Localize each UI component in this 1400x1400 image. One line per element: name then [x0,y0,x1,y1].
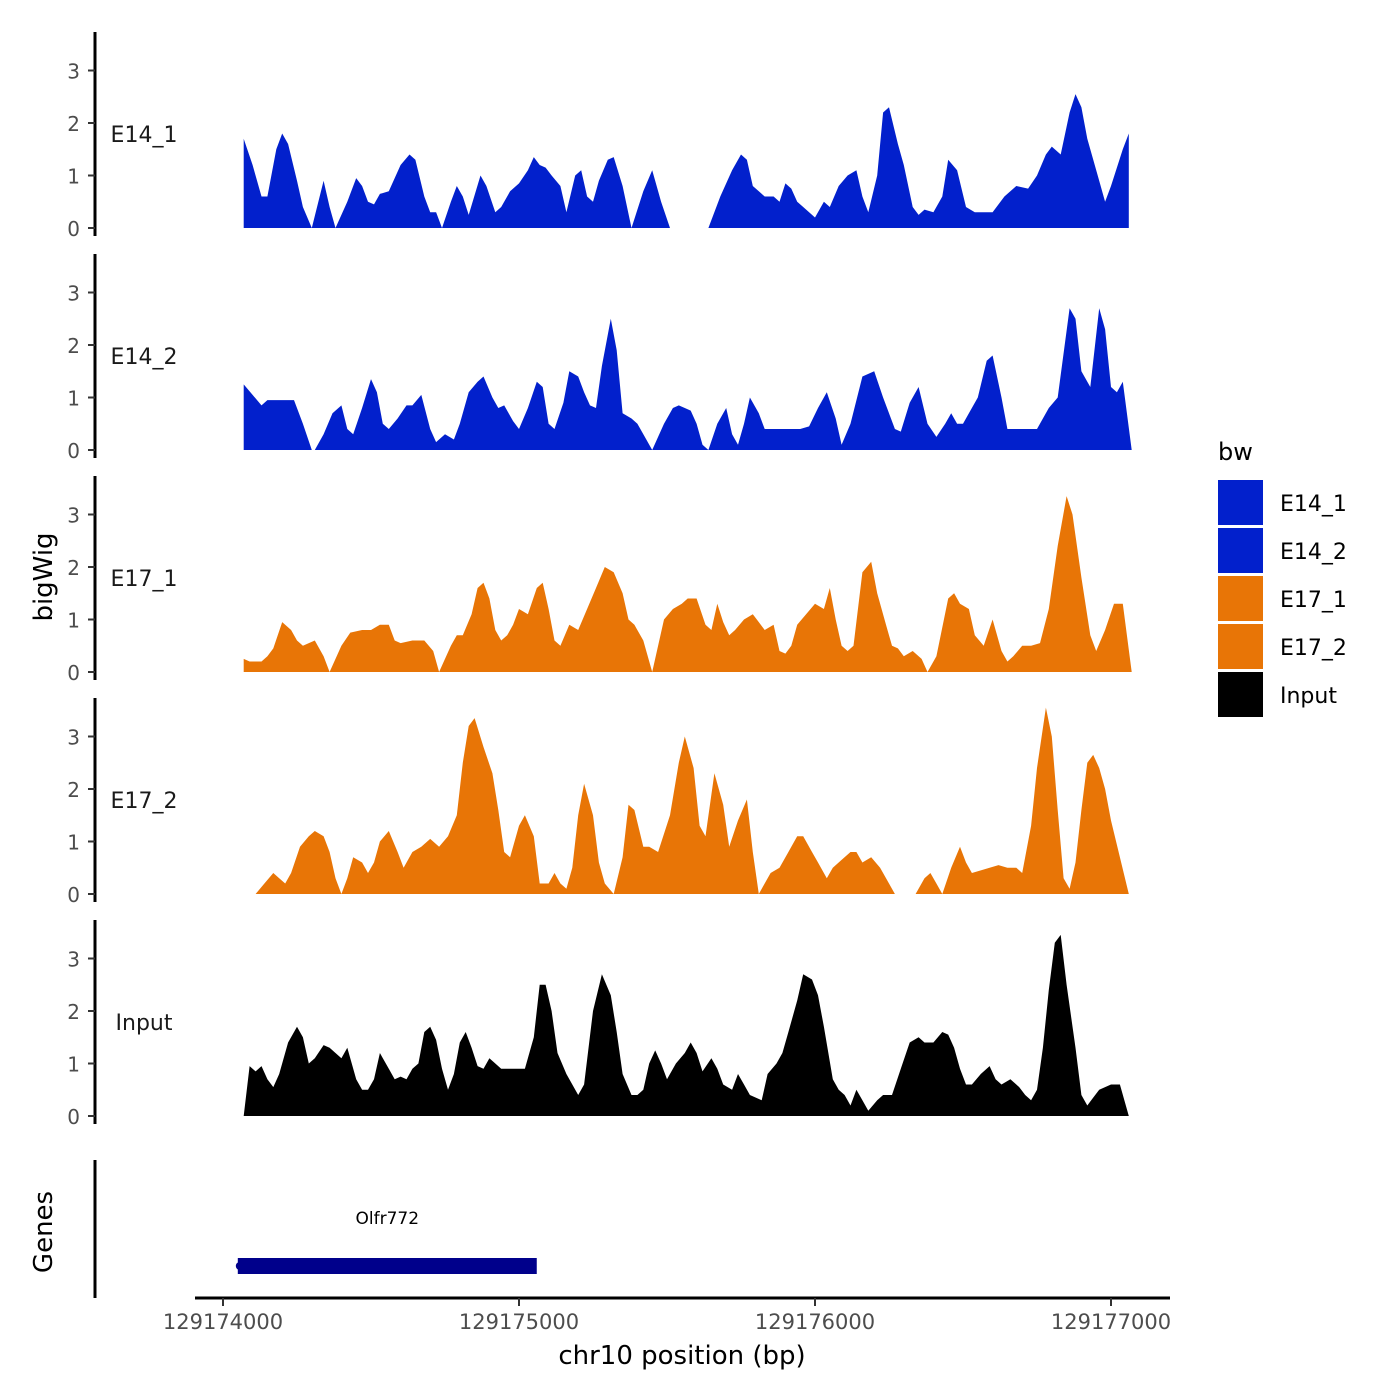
track-label: E17_1 [111,567,178,592]
legend-label: Input [1280,684,1337,709]
y-tick-label: 0 [67,661,80,685]
y-tick-label: 1 [67,831,80,855]
legend-swatch-Input [1218,672,1263,717]
signal-area-E14_2 [314,308,1132,450]
y-tick-label: 3 [67,504,80,528]
y-axis-title: bigWig [29,532,59,621]
y-tick-label: 0 [67,217,80,241]
y-tick-label: 2 [67,778,80,802]
gene-bar [237,1258,537,1274]
x-axis: 129174000 129175000 129176000 129177000 [163,1296,1171,1334]
y-tick-label: 1 [67,165,80,189]
genes-axis-title: Genes [29,1191,59,1273]
legend: bw E14_1 E14_2 E17_1 E17_2 Input [1218,438,1347,717]
x-axis-title: chr10 position (bp) [558,1341,805,1371]
x-tick-label: 129174000 [163,1310,283,1334]
legend-swatch-E14_2 [1218,528,1263,573]
signal-area-E14_2 [243,384,312,450]
track-E14_1: 0 1 2 3 E14_1 [67,32,1129,241]
genes-panel: Olfr772 [93,1160,537,1298]
x-tick-label: 129176000 [755,1310,875,1334]
signal-area-E14_1 [708,94,1129,228]
y-tick-label: 3 [67,948,80,972]
track-E17_2: 0 1 2 3 E17_2 [67,698,1129,907]
y-tick-label: 3 [67,726,80,750]
legend-label: E17_2 [1280,636,1347,661]
y-tick-label: 0 [67,439,80,463]
y-tick-label: 2 [67,1000,80,1024]
y-tick-label: 0 [67,1105,80,1129]
legend-swatch-E14_1 [1218,480,1263,525]
x-tick-label: 129175000 [459,1310,579,1334]
y-tick-label: 0 [67,883,80,907]
y-tick-label: 1 [67,1053,80,1077]
signal-area-E14_1 [243,133,670,228]
y-tick-label: 1 [67,387,80,411]
legend-title: bw [1218,438,1253,466]
gene-label: Olfr772 [356,1209,420,1229]
y-tick-label: 3 [67,60,80,84]
track-label: Input [116,1011,173,1036]
signal-area-E17_2 [255,718,895,894]
track-E14_2: 0 1 2 3 E14_2 [67,254,1132,463]
legend-label: E14_2 [1280,540,1347,565]
y-tick-label: 2 [67,556,80,580]
track-Input: 0 1 2 3 Input [67,920,1129,1129]
track-E17_1: 0 1 2 3 E17_1 [67,476,1132,685]
legend-label: E14_1 [1280,492,1347,517]
track-label: E14_1 [111,123,178,148]
y-tick-label: 2 [67,334,80,358]
signal-area-E17_1 [243,496,1132,672]
y-tick-label: 2 [67,112,80,136]
legend-swatch-E17_1 [1218,576,1263,621]
track-label: E17_2 [111,789,178,814]
legend-label: E17_1 [1280,588,1347,613]
x-tick-label: 129177000 [1051,1310,1171,1334]
legend-swatch-E17_2 [1218,624,1263,669]
signal-area-Input [243,934,1129,1116]
tracks-layer: 0 1 2 3 E14_1 0 1 2 3 E14_2 0 1 2 3 E17_1 0 1 2 3 E17_2 0 1 2 3… [67,32,1132,1129]
gene-strand-marker [235,1262,244,1270]
track-label: E14_2 [111,345,178,370]
y-tick-label: 1 [67,609,80,633]
y-tick-label: 3 [67,282,80,306]
signal-area-E17_2 [915,707,1129,894]
